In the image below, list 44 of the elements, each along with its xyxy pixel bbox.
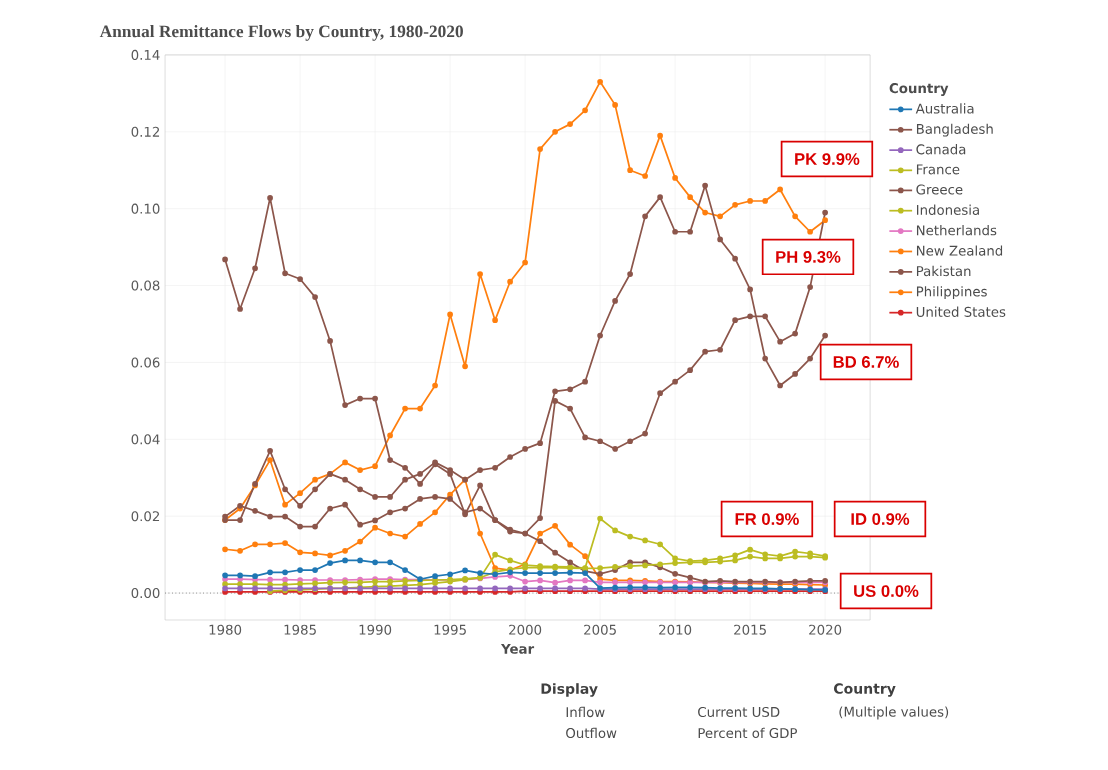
- y-tick-label: 0.04: [131, 434, 160, 445]
- x-tick-label: 2010: [659, 624, 692, 635]
- legend-label: Philippines: [916, 286, 987, 300]
- x-tick-label: 2020: [809, 624, 842, 635]
- legend-label: Indonesia: [916, 204, 979, 215]
- annotation: ID 0.9%: [851, 513, 910, 525]
- text: Inflow: [566, 706, 605, 718]
- x-tick-label: 1980: [209, 624, 242, 635]
- y-tick-label: 0.14: [131, 49, 160, 60]
- y-tick-label: 0.08: [131, 280, 160, 291]
- text: Percent of GDP: [698, 727, 798, 739]
- x-tick-label: 2000: [509, 624, 542, 635]
- annotation: PK 9.9%: [795, 153, 860, 165]
- legend-label: New Zealand: [916, 245, 1003, 256]
- legend-label: United States: [916, 306, 1006, 317]
- legend-title: Country: [889, 83, 949, 96]
- text: Outflow: [566, 727, 617, 739]
- legend-label: Canada: [916, 144, 966, 155]
- text: Display: [541, 683, 598, 697]
- annotation: FR 0.9%: [735, 513, 799, 525]
- x-axis-title: Year: [500, 643, 535, 654]
- x-tick-label: 1985: [284, 624, 316, 635]
- annotation: PH 9.3%: [776, 251, 841, 263]
- x-tick-label: 2005: [584, 624, 616, 635]
- legend-label: Pakistan: [916, 265, 971, 277]
- y-tick-label: 0.12: [131, 126, 160, 137]
- text: Current USD: [698, 706, 780, 718]
- x-tick-label: 1990: [359, 624, 392, 635]
- annotation: BD 6.7%: [833, 356, 899, 368]
- legend-label: Bangladesh: [916, 123, 993, 137]
- legend-label: Netherlands: [916, 225, 997, 236]
- y-tick-label: 0.02: [131, 511, 160, 522]
- text: (Multiple values): [839, 706, 949, 720]
- y-tick-label: 0.00: [131, 588, 160, 599]
- y-tick-label: 0.06: [131, 357, 160, 368]
- legend-label: Australia: [915, 103, 974, 114]
- text: Country: [834, 683, 896, 697]
- x-tick-label: 2015: [734, 624, 766, 635]
- x-tick-label: 1995: [434, 624, 466, 635]
- y-tick-label: 0.10: [131, 203, 160, 214]
- legend-label: Greece: [916, 184, 963, 195]
- legend-label: France: [916, 164, 960, 175]
- annotation: US 0.0%: [854, 585, 919, 597]
- chart-title: Annual Remittance Flows by Country, 1980-2020: [99, 25, 463, 41]
